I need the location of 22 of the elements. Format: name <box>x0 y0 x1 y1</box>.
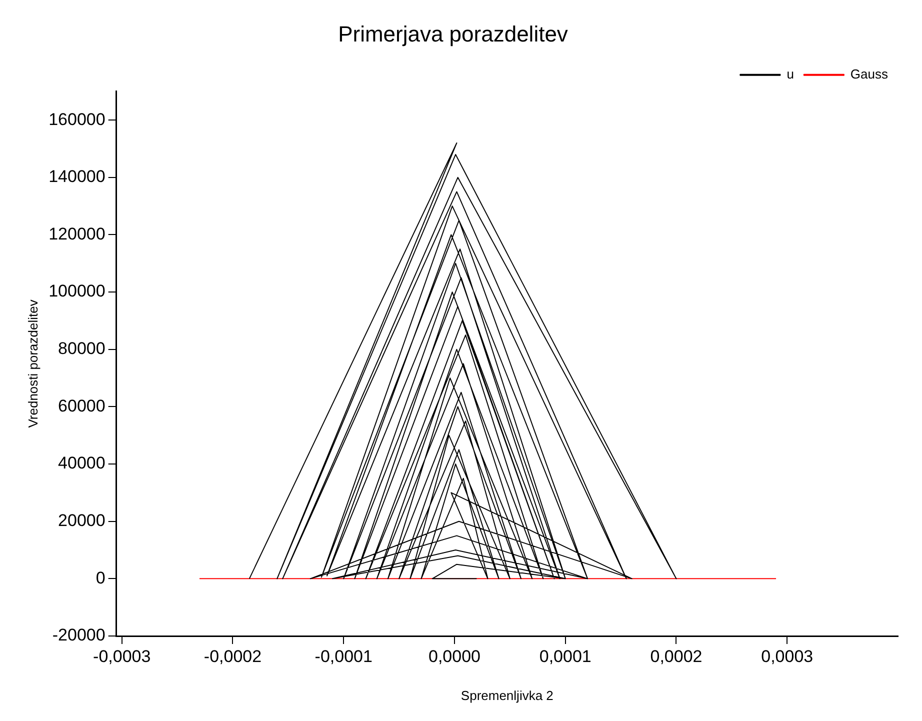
y-tick-label: 60000 <box>58 396 106 416</box>
chart-title: Primerjava porazdelitev <box>338 21 568 46</box>
y-tick-label: 40000 <box>58 454 106 473</box>
y-tick-label: 100000 <box>48 282 106 301</box>
y-tick-label: 140000 <box>48 167 106 186</box>
x-axis-title: Spremenljivka 2 <box>460 688 554 703</box>
y-tick-label: 120000 <box>48 224 106 244</box>
y-tick-label: 160000 <box>48 110 106 129</box>
x-tick-label: 0,0003 <box>761 646 814 666</box>
x-tick-label: 0,0001 <box>539 646 592 666</box>
y-tick-label: 20000 <box>58 511 106 530</box>
x-tick-label: 0,0002 <box>650 646 702 666</box>
y-tick-label: -20000 <box>52 626 106 645</box>
legend-label: u <box>786 66 794 82</box>
y-tick-label: 80000 <box>58 339 106 358</box>
x-tick-label: -0,0001 <box>314 646 372 666</box>
x-tick-label: -0,0003 <box>93 646 151 666</box>
y-tick-label: 0 <box>96 568 106 588</box>
x-tick-label: -0,0002 <box>204 646 262 666</box>
legend-label: Gauss <box>850 66 888 82</box>
x-tick-label: 0,0000 <box>428 646 480 666</box>
y-axis-title: Vrednosti porazdelitev <box>25 299 40 428</box>
